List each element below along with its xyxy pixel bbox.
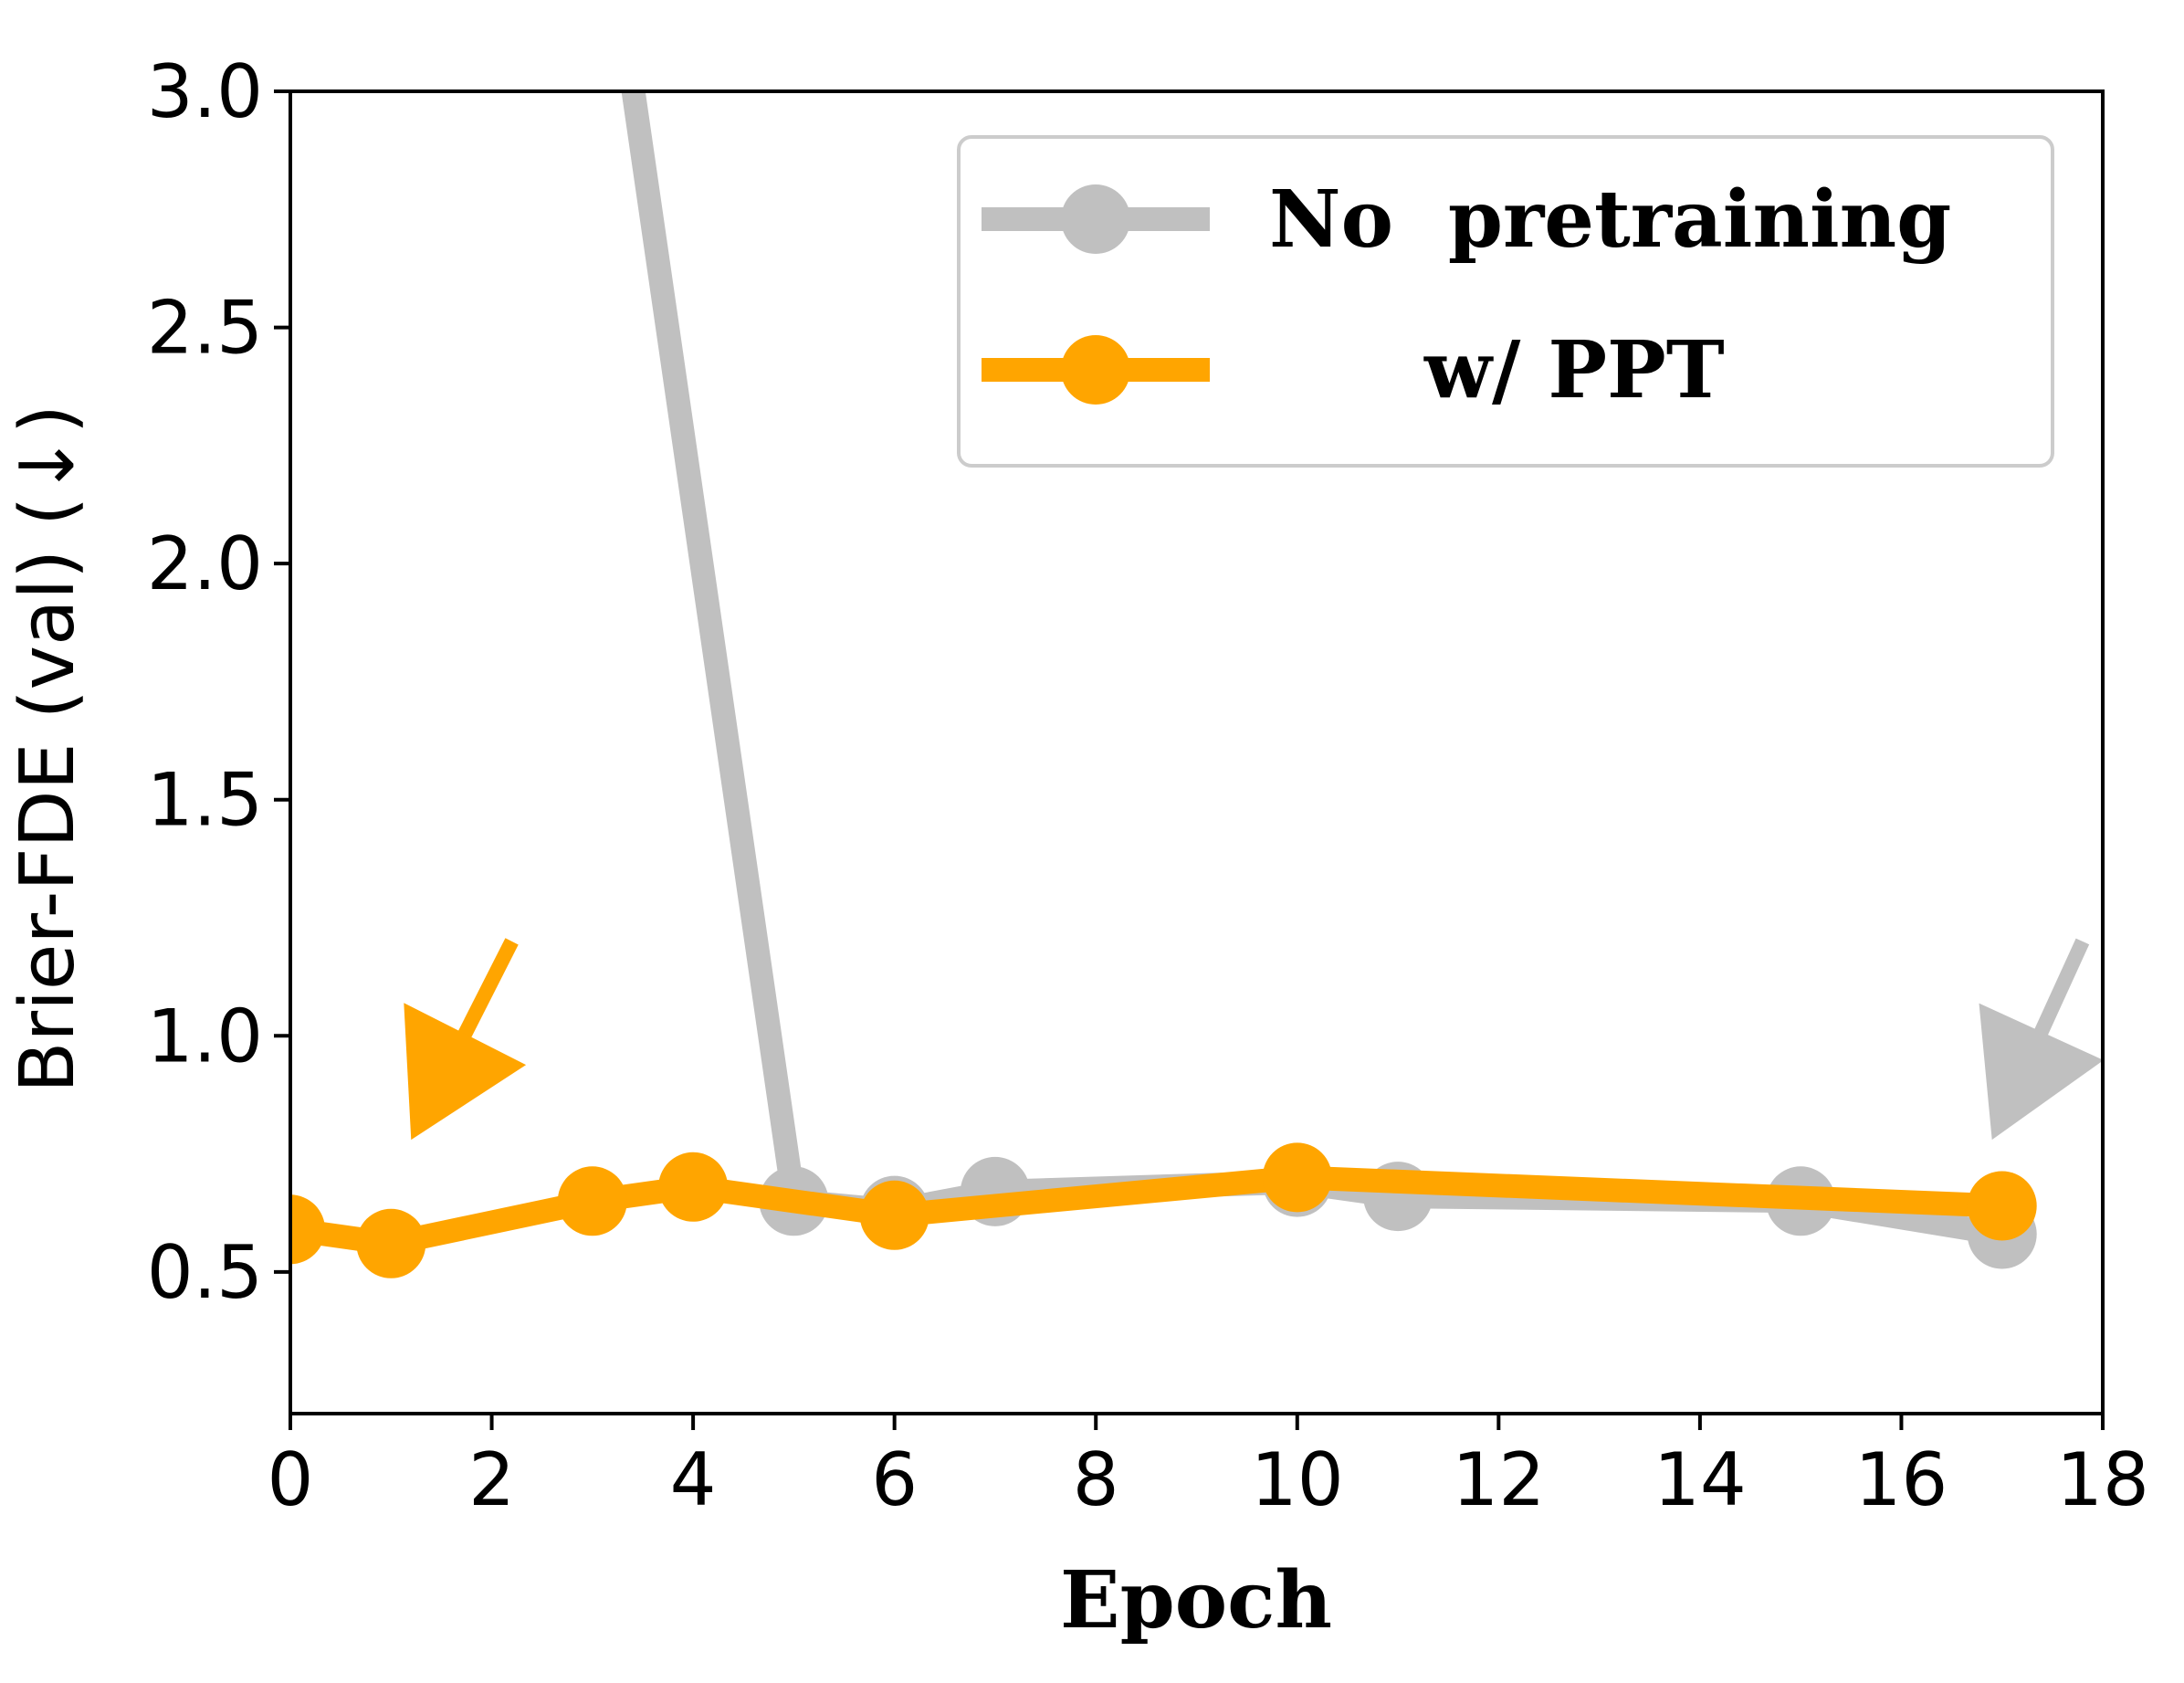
annotation-arrow-head xyxy=(404,1003,527,1141)
x-tick-label: 12 xyxy=(1452,1437,1545,1522)
x-tick-label: 2 xyxy=(468,1437,515,1522)
x-tick-label: 0 xyxy=(268,1437,314,1522)
x-tick-label: 6 xyxy=(871,1437,918,1522)
y-tick-label: 2.5 xyxy=(147,286,263,371)
x-tick-label: 8 xyxy=(1073,1437,1119,1522)
annotation-arrow-shaft xyxy=(454,938,519,1046)
y-tick-label: 0.5 xyxy=(147,1230,263,1315)
legend-frame xyxy=(957,135,2054,468)
x-tick-label: 16 xyxy=(1855,1437,1948,1522)
x-tick-label: 4 xyxy=(670,1437,717,1522)
x-axis-title: Epoch xyxy=(1060,1554,1332,1646)
series-w-ppt xyxy=(290,1142,2037,1278)
x-tick-label: 14 xyxy=(1654,1437,1747,1522)
annotation-arrow xyxy=(1979,938,2104,1141)
data-point-w-ppt xyxy=(1262,1142,1332,1213)
data-point-w-ppt xyxy=(356,1208,426,1278)
y-tick-label: 1.5 xyxy=(147,758,263,843)
data-point-w-ppt xyxy=(658,1152,729,1222)
legend-no-pretraining-marker xyxy=(1061,184,1130,254)
y-tick-label: 3.0 xyxy=(147,49,263,134)
y-tick-label: 2.0 xyxy=(147,521,263,606)
data-point-w-ppt xyxy=(557,1166,627,1236)
legend-no-pretraining-label: No pretraining xyxy=(1269,174,1951,266)
data-point-w-ppt xyxy=(1967,1171,2037,1241)
annotation-arrow-head xyxy=(1979,1003,2104,1141)
plot-frame xyxy=(289,89,2105,1415)
annotation-arrow xyxy=(404,938,527,1141)
data-point-w-ppt xyxy=(290,1194,325,1265)
data-point-w-ppt xyxy=(859,1180,929,1250)
legend-ppt-label: w/ PPT xyxy=(1423,324,1725,416)
y-axis-title: Brier-FDE (val) (↓) xyxy=(5,405,91,1093)
y-tick-label: 1.0 xyxy=(147,994,263,1078)
x-tick-label: 10 xyxy=(1251,1437,1344,1522)
x-tick-label: 18 xyxy=(2056,1437,2149,1522)
legend-ppt-marker xyxy=(1061,335,1130,405)
legend: No pretraining w/ PPT xyxy=(957,135,2054,468)
annotation-arrow-shaft xyxy=(2031,938,2090,1044)
